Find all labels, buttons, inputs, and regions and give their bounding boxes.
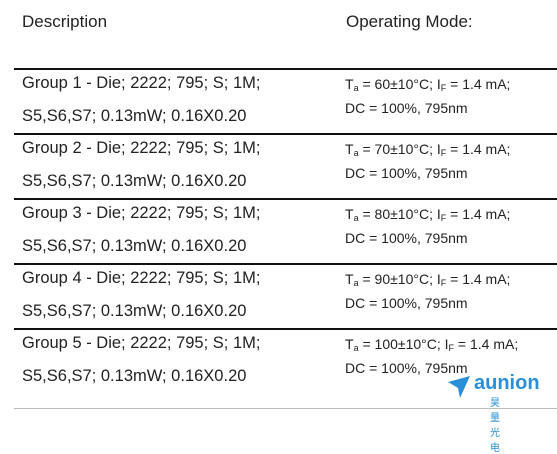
logo-icon (448, 376, 470, 398)
mode-text: I (436, 76, 441, 92)
mode-text: = 80±10°C; (358, 206, 437, 222)
description-line: S5,S6,S7; 0.13mW; 0.16X0.20 (22, 107, 247, 125)
mode-text: a (353, 148, 359, 158)
description-line: S5,S6,S7; 0.13mW; 0.16X0.20 (22, 172, 247, 190)
description-line: S5,S6,S7; 0.13mW; 0.16X0.20 (22, 367, 247, 385)
mode-text: = 1.4 mA; (446, 271, 511, 287)
mode-line: DC = 100%, 795nm (345, 360, 468, 376)
mode-line: Ta = 70±10°C; IF = 1.4 mA; (345, 141, 510, 158)
mode-text: I (436, 271, 441, 287)
mode-line: Ta = 60±10°C; IF = 1.4 mA; (345, 76, 510, 93)
table-row: Group 3 - Die; 2222; 795; S; 1M; S5,S6,S7… (14, 198, 557, 265)
bottom-rule (14, 408, 557, 409)
table-row: Group 5 - Die; 2222; 795; S; 1M; S5,S6,S7… (14, 328, 557, 395)
mode-text: I (444, 336, 449, 352)
description-line: Group 4 - Die; 2222; 795; S; 1M; (22, 269, 261, 287)
column-header: Operating Mode: (346, 12, 473, 31)
mode-line: DC = 100%, 795nm (345, 100, 468, 116)
mode-text: F (440, 148, 447, 158)
mode-text: F (440, 83, 447, 93)
mode-text: F (440, 278, 447, 288)
mode-text: I (436, 141, 441, 157)
mode-text: I (436, 206, 441, 222)
mode-text: = 1.4 mA; (446, 141, 511, 157)
table-row: Group 1 - Die; 2222; 795; S; 1M; S5,S6,S7… (14, 68, 557, 135)
mode-text: T (345, 206, 354, 222)
mode-line: DC = 100%, 795nm (345, 295, 468, 311)
mode-text: T (345, 141, 354, 157)
mode-text: = 60±10°C; (358, 76, 437, 92)
mode-line: Ta = 100±10°C; IF = 1.4 mA; (345, 336, 518, 353)
brand: aunion (474, 372, 540, 394)
mode-text: T (345, 271, 354, 287)
mode-line: DC = 100%, 795nm (345, 230, 468, 246)
brand-chinese: 昊量光电 (490, 398, 500, 454)
mode-text: F (448, 343, 455, 353)
mode-text: F (440, 213, 447, 223)
mode-text: = 90±10°C; (358, 271, 437, 287)
column-header: Description (22, 12, 108, 31)
description-line: Group 5 - Die; 2222; 795; S; 1M; (22, 334, 261, 352)
mode-text: = 100±10°C; (358, 336, 445, 352)
mode-text: a (353, 278, 359, 288)
mode-text: a (353, 83, 359, 93)
table-row: Group 2 - Die; 2222; 795; S; 1M; S5,S6,S7… (14, 133, 557, 200)
description-line: Group 3 - Die; 2222; 795; S; 1M; (22, 204, 261, 222)
mode-text: T (345, 76, 354, 92)
mode-line: Ta = 80±10°C; IF = 1.4 mA; (345, 206, 510, 223)
mode-text: = 1.4 mA; (446, 76, 511, 92)
description-line: S5,S6,S7; 0.13mW; 0.16X0.20 (22, 302, 247, 320)
mode-text: = 1.4 mA; (454, 336, 519, 352)
description-line: Group 1 - Die; 2222; 795; S; 1M; (22, 74, 261, 92)
mode-line: Ta = 90±10°C; IF = 1.4 mA; (345, 271, 510, 288)
mode-text: a (353, 343, 359, 353)
mode-line: DC = 100%, 795nm (345, 165, 468, 181)
mode-text: = 1.4 mA; (446, 206, 511, 222)
page: Description Operating Mode: Group 1 - Di… (14, 12, 557, 454)
mode-text: = 70±10°C; (358, 141, 437, 157)
mode-text: T (345, 336, 354, 352)
mode-text: a (353, 213, 359, 223)
description-line: S5,S6,S7; 0.13mW; 0.16X0.20 (22, 237, 247, 255)
table-row: Group 4 - Die; 2222; 795; S; 1M; S5,S6,S7… (14, 263, 557, 330)
description-line: Group 2 - Die; 2222; 795; S; 1M; (22, 139, 261, 157)
